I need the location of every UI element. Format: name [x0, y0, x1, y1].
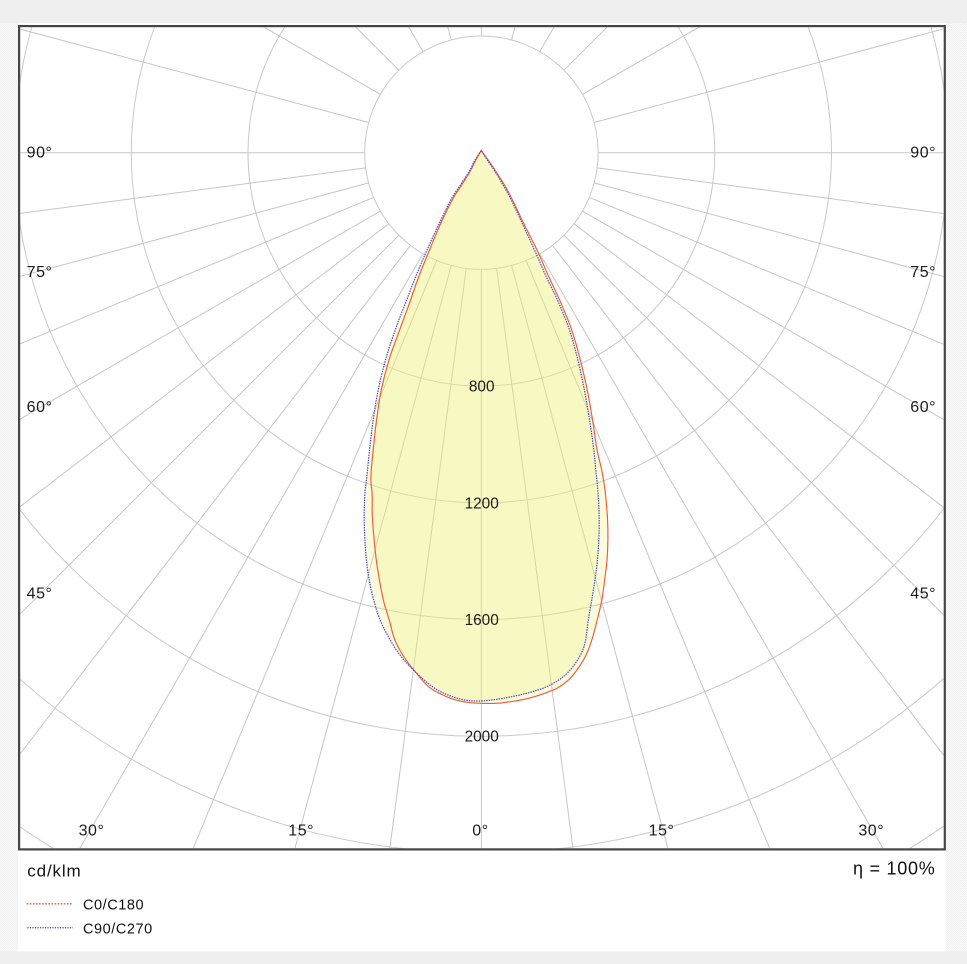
- svg-text:60°: 60°: [910, 399, 936, 416]
- svg-text:0°: 0°: [472, 823, 488, 840]
- svg-text:30°: 30°: [79, 823, 105, 840]
- svg-text:15°: 15°: [288, 823, 314, 840]
- svg-text:15°: 15°: [649, 823, 675, 840]
- svg-text:75°: 75°: [27, 264, 53, 281]
- svg-text:C0/C180: C0/C180: [83, 898, 144, 914]
- svg-text:2000: 2000: [465, 729, 499, 746]
- svg-text:75°: 75°: [910, 264, 936, 281]
- svg-text:90°: 90°: [910, 145, 936, 162]
- svg-text:45°: 45°: [910, 585, 936, 602]
- svg-text:800: 800: [469, 379, 495, 396]
- svg-text:60°: 60°: [27, 399, 53, 416]
- svg-text:η = 100%: η = 100%: [853, 859, 936, 879]
- svg-text:45°: 45°: [27, 585, 53, 602]
- svg-text:30°: 30°: [858, 823, 884, 840]
- svg-text:1200: 1200: [465, 495, 499, 512]
- svg-text:90°: 90°: [27, 145, 53, 162]
- svg-text:cd/klm: cd/klm: [27, 862, 81, 881]
- svg-text:1600: 1600: [465, 612, 499, 629]
- svg-text:C90/C270: C90/C270: [83, 922, 153, 938]
